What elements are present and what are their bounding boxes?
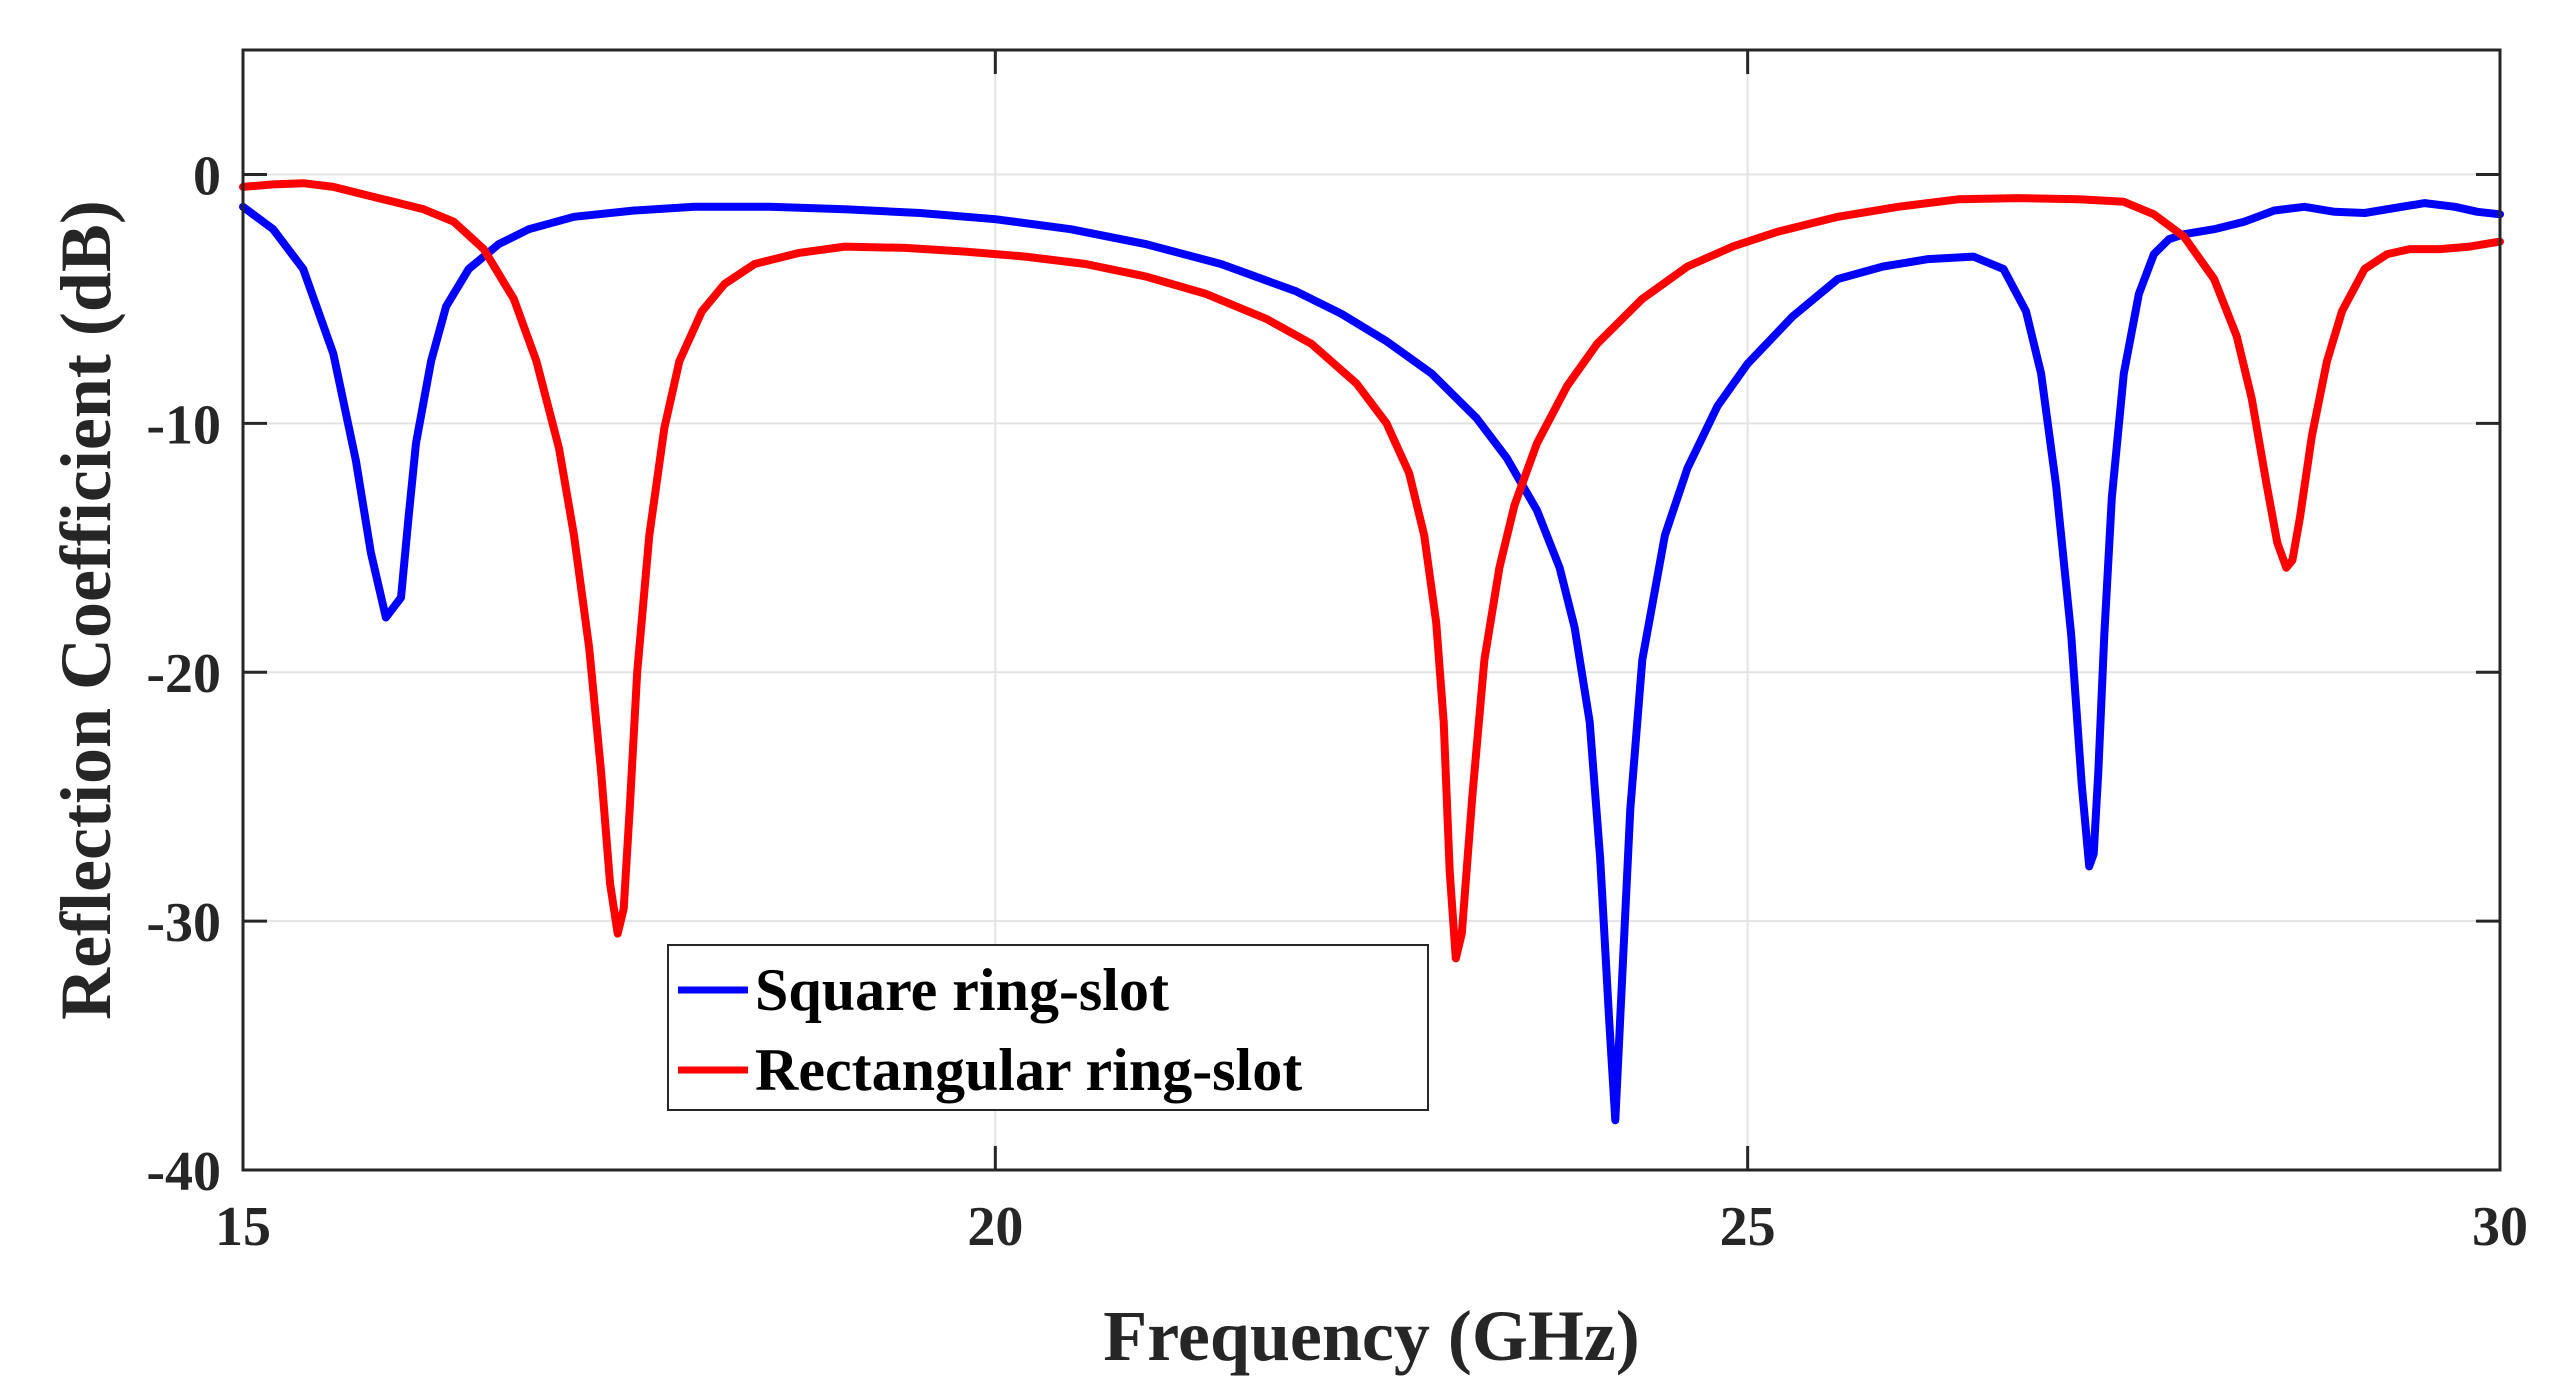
legend-label-square-ring-slot: Square ring-slot [755, 957, 1169, 1023]
x-tick-label: 20 [967, 1196, 1023, 1258]
y-tick-label: 0 [193, 145, 221, 207]
series-line-square-ring-slot [239, 199, 2504, 1125]
series-lines [239, 179, 2504, 1125]
series-line-rectangular-ring-slot [239, 179, 2504, 963]
x-tick-label: 25 [1720, 1196, 1776, 1258]
y-tick-label: -20 [146, 643, 221, 705]
y-tick-label: -10 [146, 394, 221, 456]
y-axis-title: Reflection Coefficient (dB) [46, 200, 126, 1020]
legend-label-rectangular-ring-slot: Rectangular ring-slot [755, 1037, 1302, 1103]
x-axis-title: Frequency (GHz) [1103, 1296, 1640, 1376]
y-tick-label: -30 [146, 892, 221, 954]
plot-area-frame [241, 48, 2502, 1172]
x-tick-label: 30 [2472, 1196, 2528, 1258]
x-tick-label: 15 [215, 1196, 271, 1258]
legend-box [667, 944, 1429, 1111]
axis-ticks: 15 20 25 30 0 -10 -20 -30 -40 [146, 50, 2528, 1258]
y-tick-label: -40 [146, 1141, 221, 1203]
legend: Square ring-slot Rectangular ring-slot [667, 944, 1429, 1111]
